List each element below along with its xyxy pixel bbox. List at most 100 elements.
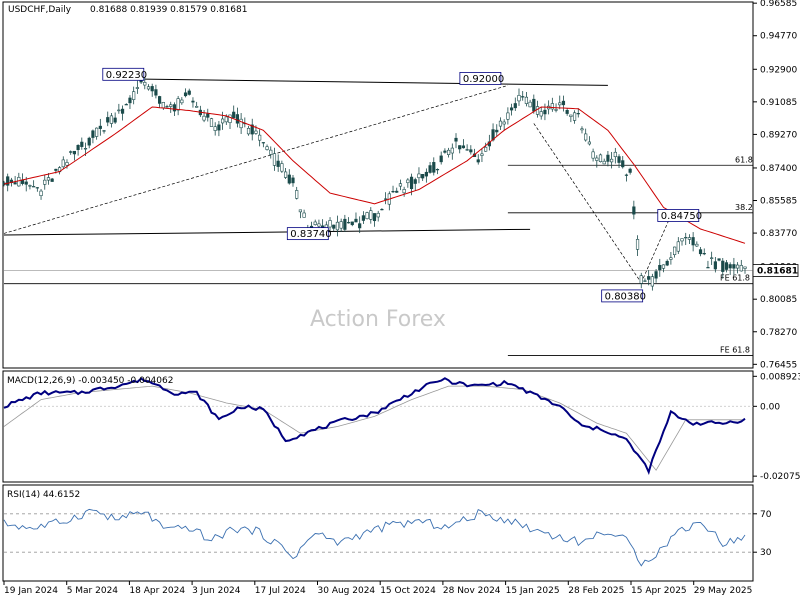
candle-body	[521, 96, 525, 98]
candle-body	[298, 209, 302, 213]
date-tick-label: 28 Nov 2024	[443, 586, 501, 596]
candle-body	[702, 253, 706, 255]
candle-body	[391, 191, 395, 193]
date-axis: 19 Jan 2024 5 Mar 2024 18 Apr 2024 3 Jun 20…	[3, 581, 753, 596]
candle-body	[524, 96, 529, 104]
candle-body	[39, 190, 43, 196]
candle-body	[228, 114, 232, 123]
candle-body	[465, 149, 469, 151]
candle-body	[150, 86, 154, 92]
date-tick-label: 19 Jan 2024	[4, 586, 58, 596]
price-tick-label: 0.78270	[760, 328, 797, 338]
price-callout-box	[657, 209, 700, 222]
candle-body	[443, 150, 447, 153]
candle-body	[417, 173, 421, 179]
candle-body	[424, 171, 428, 177]
candle-body	[265, 146, 269, 150]
candle-body	[161, 102, 165, 109]
price-callout-box	[459, 72, 502, 85]
current-price-label: 0.81681	[757, 267, 798, 277]
candle-body	[120, 108, 125, 114]
candle-body	[613, 151, 617, 158]
candle-body	[76, 144, 80, 150]
candle-body	[587, 141, 591, 145]
rsi-tick-label: 70	[760, 510, 772, 520]
price-callout-label: 0.80380	[605, 291, 646, 302]
candle-body	[87, 137, 91, 146]
candle-body	[543, 109, 547, 115]
trendline	[144, 78, 608, 86]
candle-body	[384, 198, 388, 200]
candle-body	[239, 118, 243, 129]
candle-body	[376, 212, 380, 218]
candle-body	[102, 130, 106, 132]
candle-body	[132, 91, 136, 100]
candle-body	[135, 87, 139, 89]
candle-body	[713, 261, 717, 270]
candle-body	[224, 116, 228, 123]
price-callout-label: 0.92000	[463, 74, 504, 85]
candle-body	[643, 280, 647, 282]
candle-body	[169, 104, 173, 107]
dashed-trendline	[533, 123, 642, 283]
candle-body	[124, 104, 128, 106]
candle-body	[743, 266, 747, 269]
candle-body	[432, 162, 436, 173]
candle-body	[680, 238, 684, 242]
candle-body	[321, 225, 325, 228]
candle-body	[328, 220, 332, 228]
date-tick-label: 15 Oct 2024	[380, 586, 436, 596]
moving-average-line	[3, 106, 746, 244]
candle-body	[635, 239, 640, 250]
candle-body	[54, 168, 58, 171]
candle-body	[65, 162, 69, 166]
candle-body	[217, 124, 221, 131]
candle-body	[302, 212, 306, 218]
candle-body	[617, 156, 621, 163]
date-tick-label: 29 May 2025	[694, 586, 753, 596]
candle-body	[621, 160, 625, 168]
candle-body	[706, 267, 710, 269]
candle-body	[35, 187, 39, 189]
candle-body	[165, 106, 169, 108]
candle-body	[202, 115, 206, 121]
price-callout-box	[286, 227, 329, 241]
candle-body	[469, 149, 473, 153]
candle-body	[291, 177, 295, 184]
candle-body	[283, 171, 288, 178]
candle-body	[146, 86, 151, 90]
candle-body	[235, 114, 240, 124]
candle-body	[24, 181, 28, 185]
candle-body	[213, 126, 217, 131]
watermark: Action Forex	[310, 307, 446, 332]
price-callout-box	[102, 67, 145, 81]
candle-body	[735, 264, 740, 269]
fibonacci-levels: 61.8 38.2 FE 61.8 FE 61.8	[4, 155, 753, 356]
price-tick-label: 0.91085	[760, 98, 797, 108]
candle-body	[513, 103, 517, 109]
candle-body	[539, 111, 543, 117]
candle-body	[724, 262, 729, 270]
candle-body	[458, 145, 462, 150]
candle-body	[576, 113, 580, 115]
candle-body	[665, 260, 669, 266]
candle-body	[528, 101, 532, 108]
candle-body	[421, 174, 425, 179]
candle-body	[365, 212, 369, 220]
candle-body	[343, 218, 347, 230]
price-tick-label: 0.83770	[760, 229, 797, 239]
candle-body	[109, 115, 114, 124]
macd-tick-label: -0.020759	[760, 472, 800, 482]
rsi-line	[3, 508, 746, 567]
macd-tick-label: 0.008923	[760, 372, 800, 382]
candle-body	[80, 141, 84, 147]
candle-body	[695, 243, 699, 247]
current-price-box	[752, 264, 799, 277]
candle-body	[83, 148, 88, 150]
candle-body	[209, 118, 214, 127]
candle-body	[172, 104, 177, 112]
date-tick-label: 18 Apr 2024	[129, 586, 185, 596]
candle-body	[624, 174, 629, 176]
candle-body	[561, 100, 566, 106]
candle-body	[610, 158, 614, 163]
